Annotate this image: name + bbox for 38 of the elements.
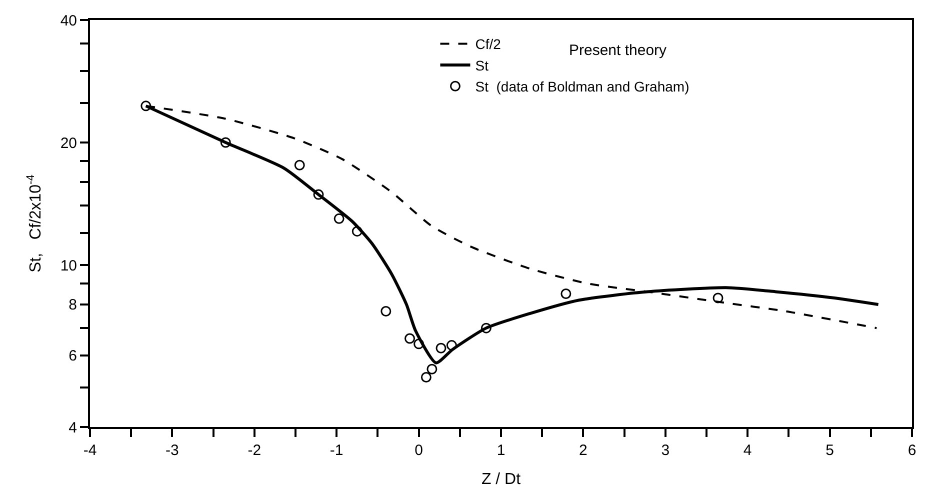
legend-label: Cf/2 [475, 36, 502, 52]
x-tick-label: -3 [166, 442, 179, 459]
point [420, 372, 432, 383]
x-axis-title: Z / Dt [481, 471, 522, 488]
x-tick-label: -1 [330, 442, 344, 459]
point [140, 100, 152, 112]
point [446, 340, 457, 351]
point [426, 364, 438, 374]
point [480, 322, 492, 334]
x-tick-label: 0 [414, 442, 423, 459]
legend-label: St (data of Boldman and Graham) [475, 78, 690, 95]
point [404, 333, 416, 344]
y-tick-label: 40 [60, 12, 77, 30]
x-tick-label: 4 [743, 442, 752, 459]
x-tick-label: 3 [661, 442, 670, 459]
x-tick-label: 1 [496, 442, 506, 459]
point [712, 292, 724, 304]
point [294, 160, 305, 170]
y-tick-label: 6 [68, 348, 77, 365]
point [380, 306, 392, 316]
annotation: Present theory [569, 42, 668, 59]
y-tick-label: 8 [68, 296, 77, 314]
legend-label: St [475, 57, 489, 74]
y-tick-label: 10 [60, 257, 77, 274]
x-tick-label: 2 [579, 442, 588, 459]
x-tick-label: -2 [248, 442, 262, 459]
point [352, 226, 362, 237]
point [436, 342, 446, 354]
y-tick-label: 20 [60, 134, 77, 152]
x-tick-label: 6 [908, 442, 916, 459]
x-tick-label: -4 [83, 442, 97, 459]
point [560, 288, 572, 300]
x-tick-label: 5 [826, 442, 834, 459]
point [414, 338, 424, 350]
point [313, 189, 324, 200]
point [334, 213, 344, 224]
point [220, 137, 231, 148]
y-tick-label: 4 [68, 419, 77, 436]
